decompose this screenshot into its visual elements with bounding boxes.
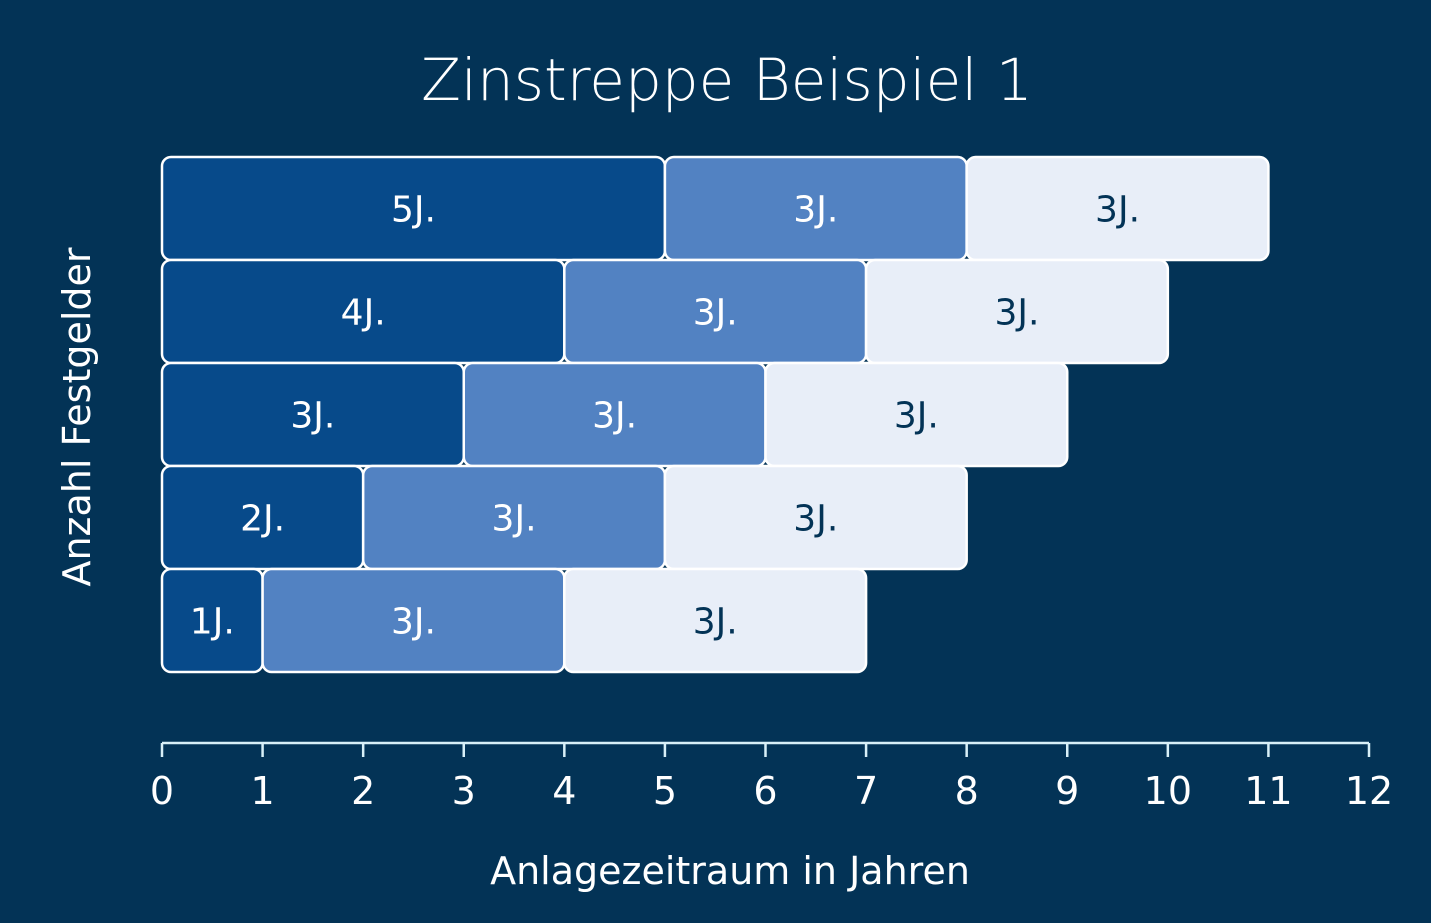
x-tick-label: 10: [1144, 769, 1192, 813]
x-axis: 0 1 2 3 4 5 6 7 8 9 10 11 12: [150, 741, 1393, 813]
x-tick-label: 1: [250, 769, 274, 813]
x-tick-label: 8: [955, 769, 979, 813]
x-axis-label: Anlagezeitraum in Jahren: [490, 849, 970, 893]
bar-segment-label: 3J.: [492, 499, 537, 540]
x-tick-label: 11: [1244, 769, 1292, 813]
x-tick-label: 5: [653, 769, 677, 813]
x-tick-label: 7: [854, 769, 878, 813]
bar-segment-label: 3J.: [793, 499, 838, 540]
chart-title: Zinstreppe Beispiel 1: [421, 46, 1033, 114]
x-tick-label: 2: [351, 769, 375, 813]
bar-segment-label: 3J.: [391, 602, 436, 643]
x-tick-label: 6: [753, 769, 777, 813]
bars: 5J. 3J. 3J. 4J. 3J. 3J. 3J. 3J. 3J. 2J. 3J. 3J. 1J. 3…: [160, 155, 1270, 674]
bar-segment-label: 5J.: [391, 190, 436, 231]
bar-segment-label: 3J.: [793, 190, 838, 231]
x-tick-label: 0: [150, 769, 174, 813]
bar-segment-label: 3J.: [693, 602, 738, 643]
bar-segment-label: 2J.: [240, 499, 285, 540]
x-tick-label: 4: [552, 769, 576, 813]
bar-segment: [563, 567, 868, 674]
x-tick-label: 3: [452, 769, 476, 813]
x-tick-label: 12: [1345, 769, 1393, 813]
x-tick-label: 9: [1055, 769, 1079, 813]
bar-segment-label: 1J.: [190, 602, 235, 643]
y-axis-label: Anzahl Festgelder: [55, 247, 99, 586]
bar-segment-label: 3J.: [290, 396, 335, 437]
bar-segment-label: 3J.: [592, 396, 637, 437]
bar-segment-label: 3J.: [994, 293, 1039, 334]
bar-segment-label: 3J.: [894, 396, 939, 437]
bar-segment-label: 3J.: [693, 293, 738, 334]
bar-segment-label: 4J.: [341, 293, 386, 334]
bar-segment-label: 3J.: [1095, 190, 1140, 231]
